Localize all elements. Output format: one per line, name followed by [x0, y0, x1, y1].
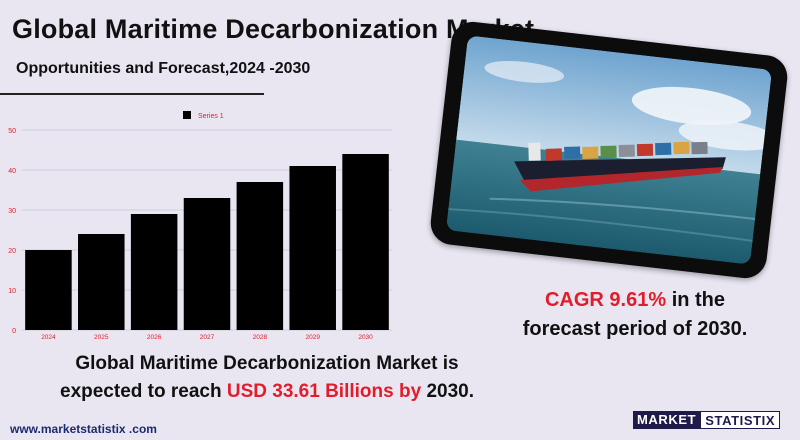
market-headline: Global Maritime Decarbonization Market i… — [22, 350, 512, 406]
bar-2024 — [25, 250, 72, 330]
chart-bars — [25, 154, 389, 330]
x-tick-label: 2029 — [305, 334, 320, 340]
bar-2029 — [289, 166, 336, 330]
container-ship-image — [445, 35, 773, 265]
y-tick-label: 10 — [8, 288, 16, 295]
headline-value: USD 33.61 Billions by — [226, 381, 422, 402]
website-link[interactable]: www.marketstatistix .com — [10, 422, 157, 436]
headline-line1: Global Maritime Decarbonization Market i… — [75, 353, 459, 374]
legend-swatch — [183, 111, 191, 119]
x-tick-label: 2026 — [147, 334, 162, 340]
y-tick-label: 40 — [8, 168, 16, 175]
headline-prefix: expected to reach — [60, 381, 222, 402]
y-tick-labels: 0 10 20 30 40 50 — [8, 128, 16, 335]
bar-2028 — [236, 182, 284, 330]
chart-legend: Series 1 — [183, 111, 224, 120]
y-tick-label: 0 — [12, 328, 16, 335]
y-tick-label: 20 — [8, 248, 16, 255]
x-tick-label: 2027 — [200, 334, 215, 340]
x-tick-label: 2024 — [41, 334, 56, 340]
x-tick-labels: 2024 2025 2026 2027 2028 2029 2030 — [41, 334, 373, 340]
y-tick-label: 50 — [8, 128, 16, 135]
cagr-text-1: in the — [671, 289, 726, 311]
bar-2025 — [78, 234, 125, 330]
brand-logo: MARKET STATISTIX — [633, 411, 781, 429]
cagr-value: CAGR 9.61% — [544, 289, 667, 311]
page-title: Global Maritime Decarbonization Market — [12, 14, 535, 44]
cagr-statement: CAGR 9.61% in the forecast period of 203… — [500, 286, 770, 344]
legend-label: Series 1 — [198, 113, 224, 120]
divider — [0, 93, 264, 95]
logo-part-market: MARKET — [633, 411, 701, 429]
y-tick-label: 30 — [8, 208, 16, 215]
x-tick-label: 2028 — [253, 334, 268, 340]
bar-2027 — [183, 198, 231, 330]
cagr-text-2: forecast period of 2030. — [522, 318, 748, 340]
logo-part-statistix: STATISTIX — [700, 411, 781, 429]
bar-2026 — [130, 214, 178, 330]
x-tick-label: 2025 — [94, 334, 109, 340]
x-tick-label: 2030 — [358, 334, 373, 340]
headline-suffix: 2030. — [426, 381, 474, 402]
bar-2030 — [342, 154, 389, 330]
ship-photo-frame — [428, 19, 790, 281]
page-subtitle: Opportunities and Forecast,2024 -2030 — [16, 60, 311, 77]
